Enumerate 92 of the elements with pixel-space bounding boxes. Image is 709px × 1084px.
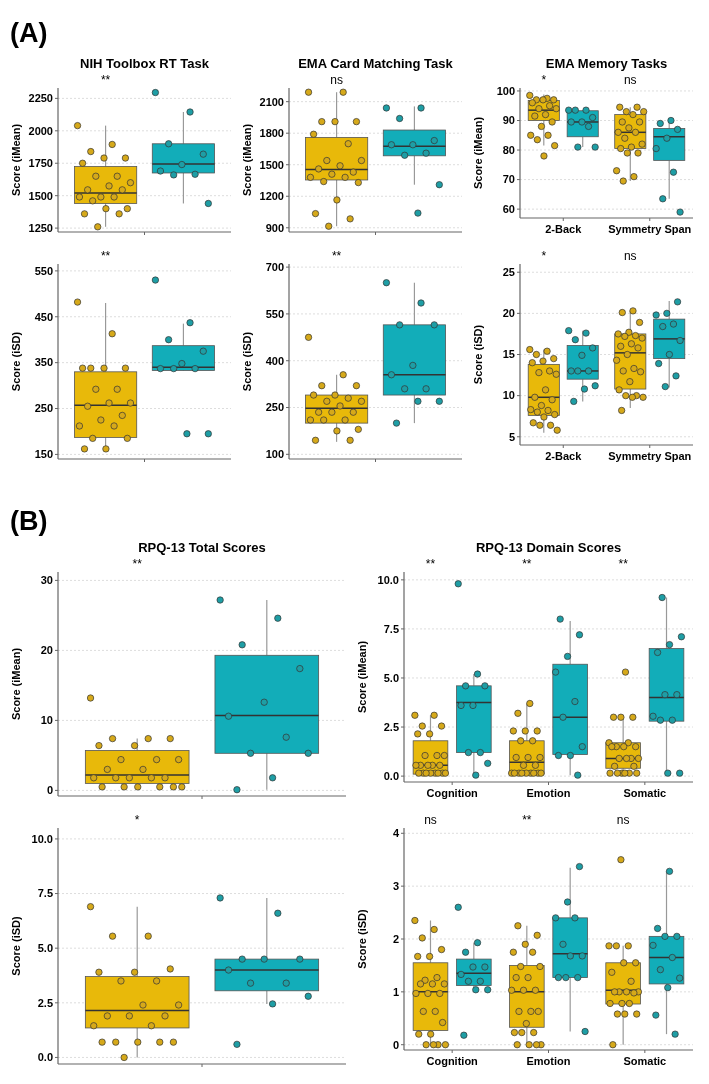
chart-title: RPQ-13 Domain Scores — [475, 540, 622, 555]
y-tick-label: 900 — [265, 221, 284, 234]
y-tick-label: 0 — [392, 1038, 399, 1051]
x-tick-label: Somatic — [623, 1055, 667, 1067]
text: * — [541, 73, 547, 87]
y-tick-label: 30 — [40, 574, 53, 587]
y-tick-label: 70 — [502, 173, 515, 186]
y-axis-title: Score (iSD) — [241, 331, 253, 392]
text: ns — [623, 73, 637, 87]
y-tick-label: 2250 — [28, 92, 53, 105]
x-tick-label: Emotion — [526, 787, 571, 799]
y-tick-label: 10.0 — [377, 573, 399, 586]
text: ns — [330, 73, 343, 87]
y-tick-label: 80 — [502, 143, 515, 156]
y-tick-label: 15 — [502, 348, 515, 361]
text: * — [134, 813, 140, 827]
y-tick-label: 2000 — [28, 124, 53, 137]
y-tick-label: 3 — [392, 879, 399, 892]
y-tick-label: 5 — [508, 430, 515, 443]
x-tick-label: Symmetry Span — [608, 450, 692, 462]
x-tick-label: 2-Back — [545, 223, 583, 235]
text: ** — [100, 249, 111, 263]
text: ** — [522, 557, 532, 571]
text: ** — [522, 813, 532, 827]
chart-title: EMA Memory Tasks — [545, 56, 668, 71]
x-tick-label: Symmetry Span — [608, 223, 692, 235]
y-tick-label: 7.5 — [37, 887, 53, 900]
y-axis-title: Score (iMean) — [356, 640, 368, 714]
y-tick-label: 1250 — [28, 221, 53, 234]
text: (A) — [10, 18, 48, 48]
y-tick-label: 550 — [34, 264, 53, 277]
y-tick-label: 550 — [265, 307, 284, 320]
chart-title: RPQ-13 Total Scores — [138, 540, 266, 555]
y-tick-label: 150 — [34, 448, 53, 461]
y-tick-label: 100 — [496, 84, 515, 97]
y-tick-label: 250 — [34, 402, 53, 415]
y-axis-title: Score (iSD) — [356, 909, 368, 969]
y-tick-label: 2.5 — [383, 720, 399, 733]
y-tick-label: 90 — [502, 114, 515, 127]
y-tick-label: 450 — [34, 310, 53, 323]
y-tick-label: 60 — [502, 202, 515, 215]
y-tick-label: 350 — [34, 356, 53, 369]
text: ** — [132, 557, 143, 571]
y-tick-label: 400 — [265, 354, 284, 367]
y-tick-label: 1500 — [259, 158, 284, 171]
y-tick-label: 0 — [46, 784, 53, 797]
y-tick-label: 100 — [265, 448, 284, 461]
text: ns — [424, 813, 437, 827]
y-tick-label: 1 — [392, 985, 399, 998]
text: ** — [100, 73, 111, 87]
y-tick-label: 1200 — [259, 190, 284, 203]
y-tick-label: 1500 — [28, 189, 53, 202]
y-tick-label: 10.0 — [31, 832, 53, 845]
chart-title: EMA Card Matching Task — [298, 56, 454, 71]
x-tick-label: 2-Back — [545, 450, 583, 462]
y-tick-label: 25 — [502, 266, 515, 279]
text: ** — [425, 557, 436, 571]
y-axis-title: Score (iSD) — [10, 331, 22, 392]
y-axis-title: Score (iSD) — [10, 916, 22, 976]
y-tick-label: 0.0 — [37, 1051, 53, 1064]
y-axis-title: Score (iMean) — [10, 647, 22, 721]
y-tick-label: 20 — [40, 644, 53, 657]
y-tick-label: 2100 — [259, 95, 284, 108]
y-axis-title: Score (iMean) — [472, 116, 484, 190]
x-tick-label: Cognition — [426, 1055, 479, 1067]
y-tick-label: 2 — [392, 932, 399, 945]
text: ** — [331, 249, 342, 263]
y-axis-title: Score (iMean) — [241, 123, 253, 197]
y-tick-label: 10 — [502, 389, 515, 402]
chart-title: NIH Toolbox RT Task — [80, 56, 210, 71]
y-axis-title: Score (iSD) — [472, 324, 484, 385]
text: ** — [618, 557, 629, 571]
x-tick-label: Emotion — [526, 1055, 571, 1067]
y-tick-label: 4 — [392, 827, 400, 840]
y-tick-label: 7.5 — [383, 622, 399, 635]
y-tick-label: 5.0 — [37, 942, 53, 955]
y-tick-label: 5.0 — [383, 671, 399, 684]
y-tick-label: 20 — [502, 307, 515, 320]
y-axis-title: Score (iMean) — [10, 123, 22, 197]
y-tick-label: 1800 — [259, 127, 284, 140]
y-tick-label: 250 — [265, 401, 284, 414]
x-tick-label: Cognition — [426, 787, 479, 799]
text: (B) — [10, 506, 48, 536]
text: ns — [616, 813, 630, 827]
y-tick-label: 0.0 — [383, 769, 399, 782]
y-tick-label: 1750 — [28, 157, 53, 170]
y-tick-label: 10 — [40, 714, 53, 727]
y-tick-label: 700 — [265, 260, 284, 273]
y-tick-label: 2.5 — [37, 996, 53, 1009]
x-tick-label: Somatic — [623, 787, 667, 799]
text: * — [541, 249, 547, 263]
text: ns — [623, 249, 637, 263]
